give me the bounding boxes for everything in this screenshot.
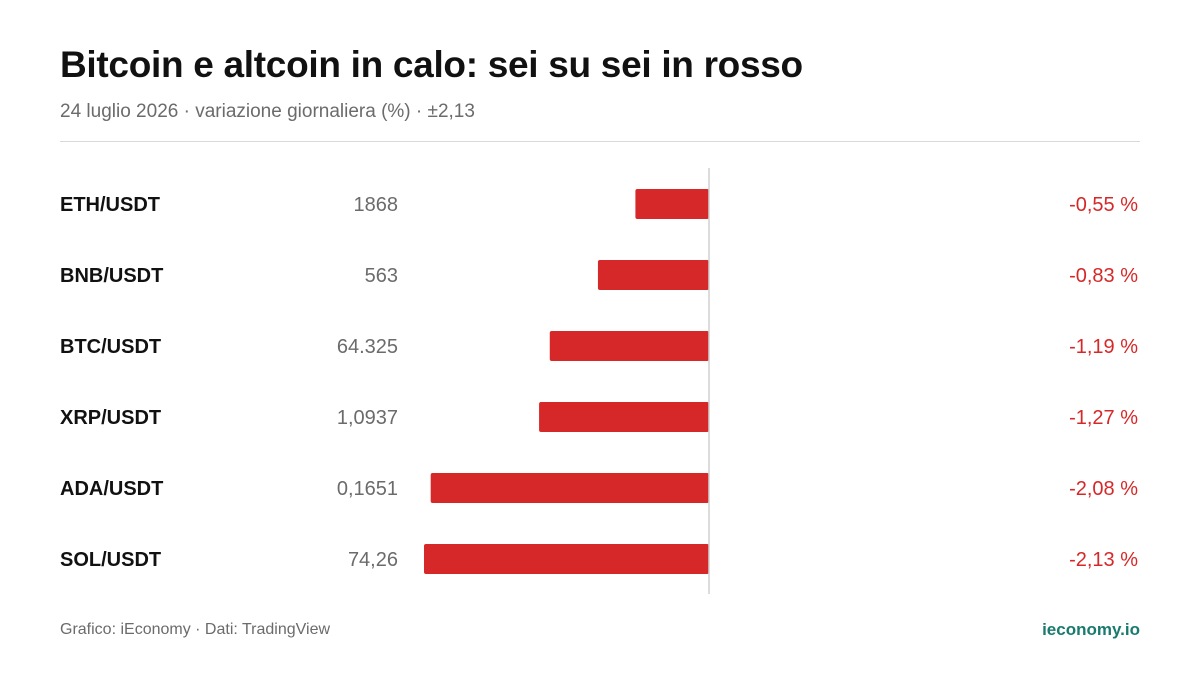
chart-title: Bitcoin e altcoin in calo: sei su sei in… (60, 44, 803, 85)
pair-label: ETH/USDT (60, 194, 160, 216)
bar-bnb-usdt (597, 260, 709, 290)
bar-xrp-usdt (539, 402, 709, 432)
pair-label: XRP/USDT (60, 407, 161, 429)
price-label: 1868 (354, 194, 399, 216)
price-label: 74,26 (348, 549, 398, 571)
pair-label: SOL/USDT (60, 549, 161, 571)
header-divider (60, 141, 1140, 142)
change-label: -0,83 % (1069, 265, 1138, 287)
change-label: -2,08 % (1069, 478, 1138, 500)
price-label: 64.325 (337, 336, 398, 358)
change-label: -1,27 % (1069, 407, 1138, 429)
chart-credit: Grafico: iEconomy · Dati: TradingView (60, 621, 331, 638)
price-label: 563 (365, 265, 398, 287)
pair-label: BNB/USDT (60, 265, 163, 287)
bar-btc-usdt (549, 331, 709, 361)
pair-label: BTC/USDT (60, 336, 161, 358)
change-label: -0,55 % (1069, 194, 1138, 216)
price-label: 1,0937 (337, 407, 398, 429)
bar-eth-usdt (635, 189, 709, 219)
change-label: -2,13 % (1069, 549, 1138, 571)
change-label: -1,19 % (1069, 336, 1138, 358)
bar-sol-usdt (424, 544, 709, 574)
price-label: 0,1651 (337, 478, 398, 500)
chart-subtitle: 24 luglio 2026 · variazione giornaliera … (60, 101, 475, 122)
bar-ada-usdt (430, 473, 709, 503)
brand-link[interactable]: ieconomy.io (1042, 620, 1140, 639)
pair-label: ADA/USDT (60, 478, 163, 500)
